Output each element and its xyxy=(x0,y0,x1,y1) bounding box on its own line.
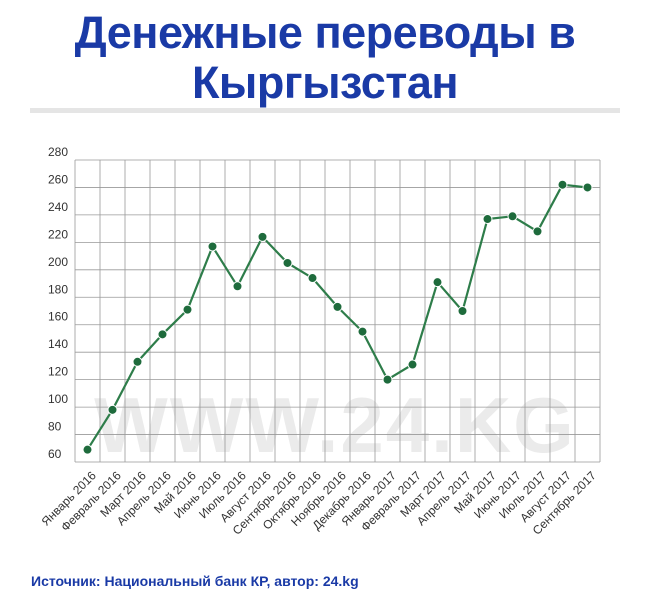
data-point xyxy=(482,214,493,225)
title-line-1: Денежные переводы в xyxy=(74,7,576,58)
data-point xyxy=(557,179,568,190)
data-point xyxy=(507,211,518,222)
data-point xyxy=(582,182,593,193)
page-title: Денежные переводы в Кыргызстан xyxy=(0,8,650,108)
y-tick-label: 60 xyxy=(48,447,62,461)
data-point xyxy=(207,241,218,252)
data-point xyxy=(132,356,143,367)
y-axis-ticks: 60 80 100 120 140 160 180 200 220 240 260 280 xyxy=(48,145,68,461)
data-point xyxy=(107,404,118,415)
data-point xyxy=(182,304,193,315)
y-tick-label: 240 xyxy=(48,200,68,214)
watermark: WWW.24.KG xyxy=(94,381,576,469)
data-point xyxy=(457,306,468,316)
title-divider xyxy=(30,108,620,113)
data-point xyxy=(307,273,318,284)
y-tick-label: 140 xyxy=(48,337,68,351)
chart-grid xyxy=(74,159,601,463)
y-tick-label: 120 xyxy=(48,365,68,379)
data-point xyxy=(532,226,543,237)
y-tick-label: 260 xyxy=(48,172,68,186)
y-tick-label: 200 xyxy=(48,255,68,269)
data-point xyxy=(357,326,368,337)
data-points xyxy=(82,179,593,455)
data-point xyxy=(432,277,443,288)
y-tick-label: 100 xyxy=(48,392,68,406)
data-point xyxy=(382,374,393,385)
data-point xyxy=(407,359,418,370)
data-point xyxy=(332,301,343,312)
title-line-2: Кыргызстан xyxy=(191,57,459,108)
data-point xyxy=(257,231,268,242)
y-tick-label: 80 xyxy=(48,420,62,434)
source-note: Источник: Национальный банк КР, автор: 2… xyxy=(31,573,359,589)
data-point xyxy=(157,329,168,340)
y-tick-label: 220 xyxy=(48,227,68,241)
data-point xyxy=(82,444,93,455)
data-point xyxy=(282,257,293,268)
y-tick-label: 180 xyxy=(48,282,68,296)
y-tick-label: 280 xyxy=(48,145,68,159)
data-point xyxy=(232,281,243,292)
y-tick-label: 160 xyxy=(48,310,68,324)
